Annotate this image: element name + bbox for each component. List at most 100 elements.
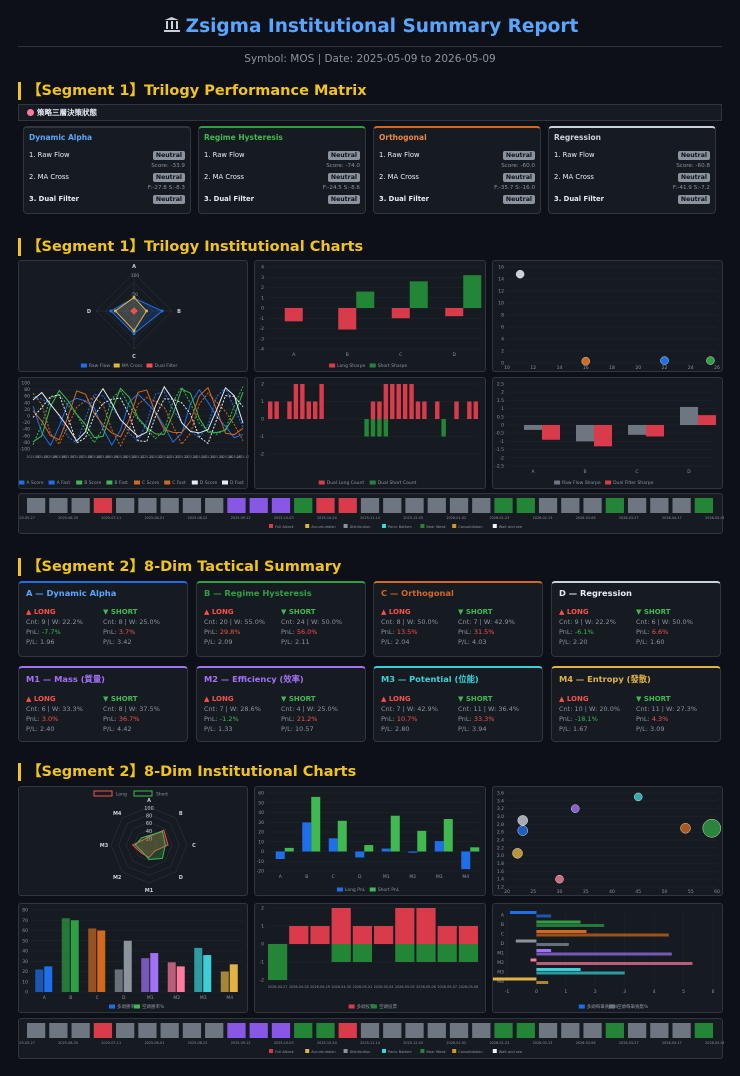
- legend-swatch: [369, 887, 376, 892]
- bar-dual-long-count: [306, 401, 311, 419]
- x-tick-label: B: [305, 874, 308, 880]
- x-tick-label: 2025-07: [61, 455, 74, 459]
- radar-point: [113, 309, 117, 313]
- text-span: PnL:: [458, 715, 474, 723]
- text-span: PnL:: [26, 628, 42, 636]
- long-label: ▲ LONG: [381, 608, 411, 616]
- x-tick-label: 2025-13: [175, 455, 188, 459]
- bar-dual-long-count: [293, 384, 299, 419]
- y-tick-label: 3.2: [497, 806, 504, 812]
- legend-label: A Score: [26, 480, 43, 486]
- short-pnl: PnL: 31.5%: [458, 627, 535, 637]
- y-tick-label: 3.0: [497, 814, 504, 820]
- legend-swatch: [369, 480, 376, 485]
- target-icon: [27, 109, 34, 116]
- y-tick-label: 50: [258, 800, 264, 806]
- heatmap-cell: [694, 1023, 713, 1038]
- x-tick-label: 26: [714, 365, 720, 371]
- x-tick-label: B: [583, 469, 586, 475]
- hbar-contribution: [536, 971, 625, 975]
- legend-swatch: [605, 480, 612, 485]
- chart-s2-radar: A B C D M1 M2 M3 M4 100 80 60 40 20 Long Short: [18, 786, 248, 896]
- x-tick-label: 2025-09: [96, 455, 109, 459]
- x-tick-label: 2026-02-13: [533, 516, 553, 520]
- legend-swatch: [269, 524, 273, 528]
- y-tick-label: 6: [501, 325, 504, 331]
- heatmap-cell: [672, 498, 691, 513]
- legend-label: Wait and see: [499, 1050, 523, 1054]
- scatter-point: [581, 356, 590, 366]
- x-tick-label: M2: [173, 995, 180, 1001]
- hbar-contribution: [536, 914, 552, 918]
- legend-label: Bear Weak: [426, 525, 446, 529]
- radar-point: [134, 309, 138, 313]
- bar-dual-long-count: [467, 401, 472, 419]
- legend-swatch: [382, 1049, 386, 1053]
- text-span: PnL:: [381, 715, 397, 723]
- short-stats: ▼ SHORT Cnt: 8 | W: 25.0% PnL: 3.7% P/L:…: [103, 607, 180, 647]
- x-tick-label: 18: [609, 365, 615, 371]
- x-tick-label: 45: [635, 889, 641, 895]
- x-tick-label: 2026-04-17: [662, 516, 682, 520]
- x-tick-label: 2026-05-08: [705, 1041, 724, 1045]
- text-span: PnL:: [636, 715, 652, 723]
- heatmap-cell: [472, 1023, 491, 1038]
- heatmap-cell: [472, 498, 491, 513]
- bar-vote: [437, 944, 457, 962]
- y-tick-label: 0: [27, 414, 30, 420]
- short-stats: ▼ SHORT Cnt: 8 | W: 37.5% PnL: 36.7% P/L…: [103, 694, 180, 734]
- bar-long-sharpe: [284, 308, 303, 322]
- legend-label: Distribution: [350, 525, 371, 529]
- bar-short-pnl: [443, 819, 453, 852]
- y-tick-label: 2: [261, 906, 264, 912]
- y-tick-label: 2.8: [497, 822, 504, 828]
- matrix-row-ma-cross: 2. MA Cross Neutral: [379, 172, 535, 183]
- heatmap-cell: [71, 498, 90, 513]
- scatter-point: [706, 356, 715, 365]
- heatmap-cell: [561, 498, 580, 513]
- bar-dual-long-count: [383, 384, 389, 419]
- x-tick-label: 2026-03-27: [619, 516, 639, 520]
- heatmap-cell: [316, 498, 335, 513]
- bar-long-pnl: [434, 841, 444, 852]
- heatmap-cell: [27, 1023, 46, 1038]
- bar-dual-long-count: [454, 401, 459, 419]
- legend-swatch: [420, 1049, 425, 1053]
- y-tick-label: 80: [24, 387, 30, 393]
- x-tick-label: M3: [436, 874, 443, 880]
- bar-vote: [458, 926, 478, 944]
- x-tick-label: 2025-05-27: [19, 1041, 35, 1045]
- x-tick-label: 55: [688, 889, 694, 895]
- hbar-contribution: [493, 977, 537, 981]
- bar-dual-short-count: [383, 419, 389, 437]
- x-tick-label: 50: [662, 889, 668, 895]
- bar-winrate: [70, 920, 79, 992]
- bar-dual-long-count: [473, 401, 478, 419]
- short-stats: ▼ SHORT Cnt: 11 | W: 36.4% PnL: 33.3% P/…: [458, 694, 535, 734]
- bar-vote: [395, 944, 415, 962]
- heatmap-cell: [650, 1023, 669, 1038]
- x-tick-label: 2025-07-11: [101, 1041, 121, 1045]
- chart-s2-state-heatmap: 2025-05-27 2025-06-20 2025-07-11 2025-08-01…: [18, 1018, 724, 1059]
- x-tick-label: 2025-15: [201, 455, 214, 459]
- x-tick-label: 2026-01-23: [490, 1041, 510, 1045]
- y-tick-label: 60: [22, 928, 28, 934]
- y-tick-label: -80: [23, 440, 30, 446]
- long-label: ▲ LONG: [559, 608, 589, 616]
- x-tick-label: 2026-05-06: [416, 985, 436, 989]
- long-stats: ▲ LONG Cnt: 7 | W: 28.6% PnL: -1.2% P/L:…: [204, 694, 281, 734]
- legend-swatch: [109, 1004, 115, 1009]
- heatmap-cell: [627, 1023, 647, 1038]
- legend-label: Full Attack: [275, 1050, 295, 1054]
- heatmap-cell: [160, 1023, 179, 1038]
- hbar-contribution: [536, 924, 605, 927]
- y-tick-label: -2: [260, 452, 265, 458]
- heatmap-cell: [538, 1023, 558, 1038]
- heatmap-cell: [249, 1023, 268, 1038]
- bar-dual-long-count: [300, 384, 305, 419]
- hbar-contribution: [536, 952, 672, 956]
- tactical-card-title: M2 — Efficiency (效率): [204, 674, 304, 684]
- x-tick-label: C: [399, 352, 402, 358]
- status-badge: Neutral: [502, 151, 535, 160]
- bubble-point: [517, 815, 528, 826]
